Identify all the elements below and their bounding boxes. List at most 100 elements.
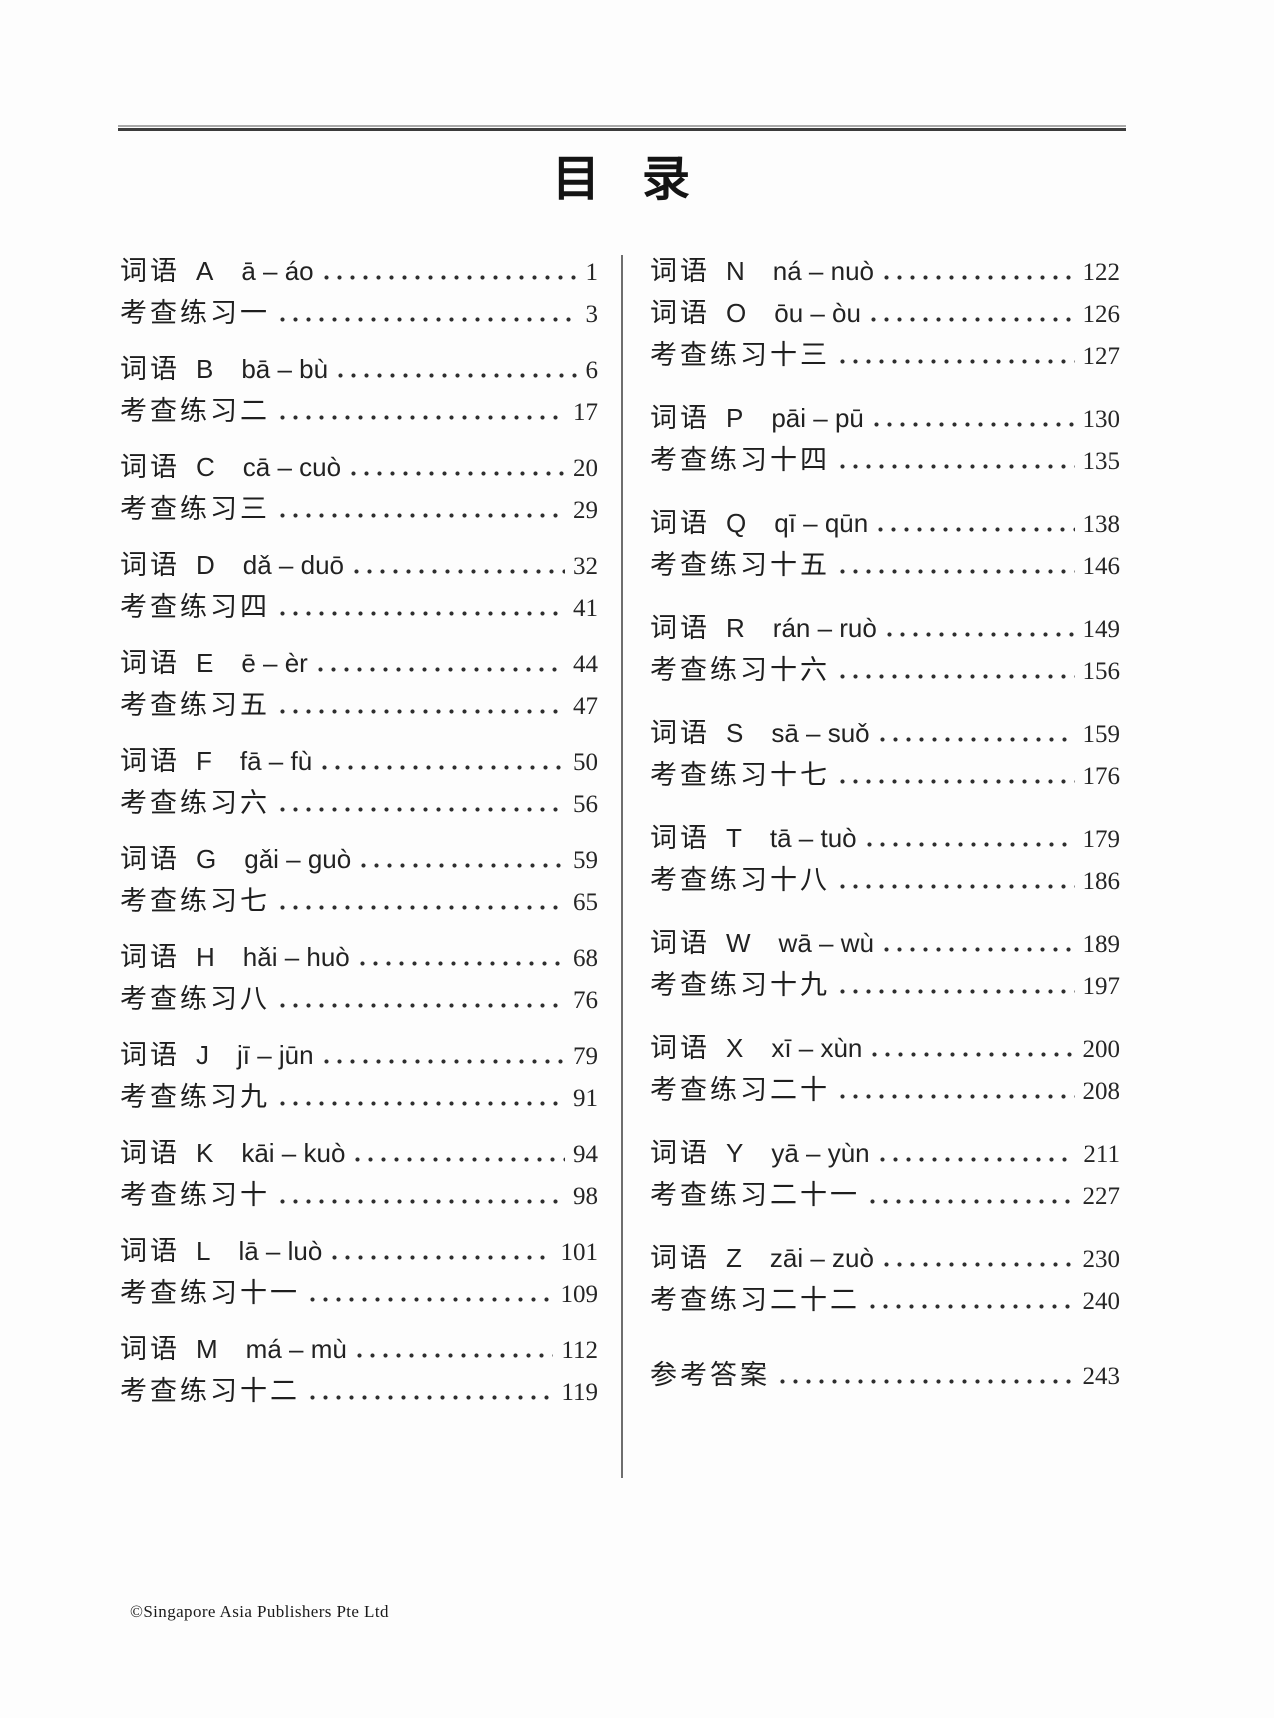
toc-entry-title: 考查练习十七 xyxy=(650,760,830,790)
toc-page-number: 186 xyxy=(1082,868,1121,895)
toc-row: 考查练习五 47 xyxy=(120,684,598,726)
dot-leader xyxy=(870,1304,1075,1309)
toc-entry-letter: Y xyxy=(726,1138,744,1168)
toc-page-number: 130 xyxy=(1082,406,1121,433)
toc-row: 考查练习二十二 240 xyxy=(650,1279,1120,1321)
toc-page-number: 179 xyxy=(1082,826,1121,853)
toc-entry-pinyin: lā – luò xyxy=(238,1236,323,1266)
toc-page-number: 79 xyxy=(573,1043,598,1070)
dot-leader xyxy=(359,961,565,966)
dot-leader xyxy=(872,1052,1075,1057)
toc-entry-title: 考查练习三 xyxy=(120,494,270,524)
toc-entry-title: 词语 xyxy=(650,403,710,433)
dot-leader xyxy=(883,1262,1075,1267)
toc-entry-title: 词语 xyxy=(120,550,180,580)
toc-page-number: 56 xyxy=(573,791,598,818)
toc-entry-letter: F xyxy=(196,746,212,776)
toc-entry-title: 词语 xyxy=(120,1236,180,1266)
toc-page-number: 44 xyxy=(573,651,598,678)
toc-entry-title: 词语 xyxy=(650,928,710,958)
dot-leader xyxy=(323,1059,565,1064)
dot-leader xyxy=(354,569,565,574)
toc-page-number: 94 xyxy=(573,1141,598,1168)
toc-page-number: 200 xyxy=(1082,1036,1121,1063)
toc-entry-title: 词语 xyxy=(120,648,180,678)
top-rule-dark-line xyxy=(118,128,1126,131)
dot-leader xyxy=(280,1199,565,1204)
toc-row: 考查练习十 98 xyxy=(120,1174,598,1216)
dot-leader xyxy=(310,1395,554,1400)
dot-leader xyxy=(317,667,565,672)
dot-leader xyxy=(840,359,1075,364)
dot-leader xyxy=(780,1379,1075,1384)
toc-entry-pinyin: zāi – zuò xyxy=(769,1243,874,1273)
dot-leader xyxy=(886,632,1075,637)
toc-entry-title: 考查练习六 xyxy=(120,788,270,818)
toc-entry-pinyin: bā – bù xyxy=(241,354,329,384)
toc-page-number: 156 xyxy=(1082,658,1121,685)
toc-page-number: 227 xyxy=(1082,1183,1121,1210)
toc-entry-title: 考查练习十八 xyxy=(650,865,830,895)
toc-entry-pinyin: hǎi – huò xyxy=(242,942,350,972)
toc-entry-title: 考查练习十六 xyxy=(650,655,830,685)
toc-row: 考查练习十五 146 xyxy=(650,544,1120,586)
toc-entry-letter: W xyxy=(726,928,751,958)
dot-leader xyxy=(878,527,1075,532)
dot-leader xyxy=(332,1255,553,1260)
toc-page-number: 240 xyxy=(1082,1288,1121,1315)
toc-page-number: 135 xyxy=(1082,448,1121,475)
toc-entry-pinyin: rán – ruò xyxy=(772,613,877,643)
toc-entry-title: 词语 xyxy=(650,1138,710,1168)
toc-entry-title: 词语 xyxy=(120,746,180,776)
toc-page-number: 138 xyxy=(1082,511,1121,538)
dot-leader xyxy=(840,464,1075,469)
toc-entry-title: 考查练习二 xyxy=(120,396,270,426)
toc-entry-title: 考查练习七 xyxy=(120,886,270,916)
toc-entry-title: 考查练习八 xyxy=(120,984,270,1014)
dot-leader xyxy=(840,779,1075,784)
toc-entry-letter: P xyxy=(726,403,744,433)
dot-leader xyxy=(883,947,1075,952)
dot-leader xyxy=(873,422,1075,427)
toc-page-number: 119 xyxy=(561,1379,598,1406)
toc-entry-title: 考查练习九 xyxy=(120,1082,270,1112)
toc-row: 考查练习二十 208 xyxy=(650,1069,1120,1111)
top-rule-light-line xyxy=(118,125,1126,127)
toc-page-number: 68 xyxy=(573,945,598,972)
toc-entry-title: 词语 xyxy=(650,823,710,853)
toc-page-number: 230 xyxy=(1082,1246,1121,1273)
toc-page-number: 32 xyxy=(573,553,598,580)
toc-page-number: 159 xyxy=(1082,721,1121,748)
toc-entry-pinyin: pāi – pū xyxy=(771,403,864,433)
toc-page-number: 176 xyxy=(1082,763,1121,790)
dot-leader xyxy=(870,317,1075,322)
dot-leader xyxy=(355,1157,565,1162)
dot-leader xyxy=(879,1157,1076,1162)
toc-entry-title: 词语 xyxy=(120,1138,180,1168)
publisher-footer: ©Singapore Asia Publishers Pte Ltd xyxy=(130,1602,389,1621)
